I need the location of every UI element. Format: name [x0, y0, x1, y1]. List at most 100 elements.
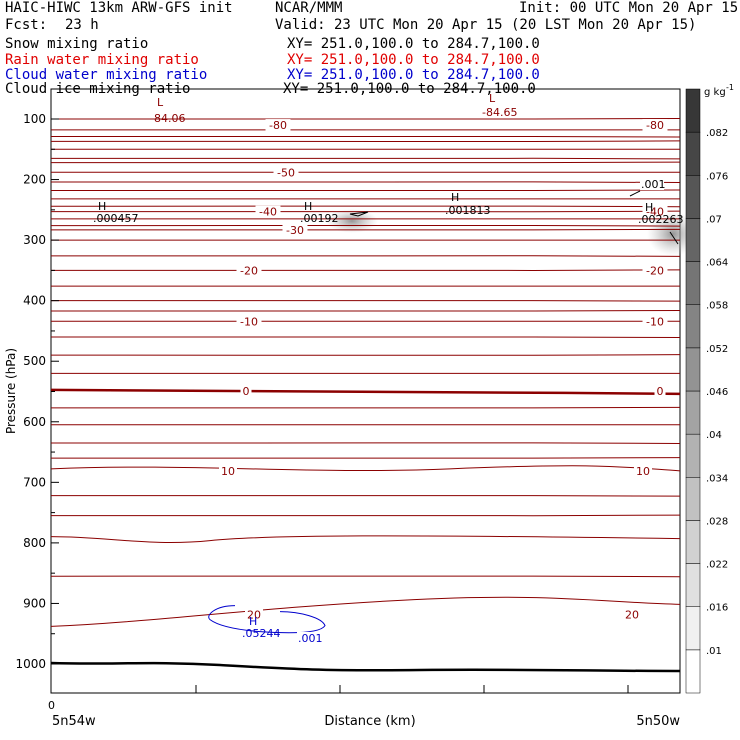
isotherm-label: 10 [636, 465, 650, 478]
isotherm-line [50, 300, 681, 302]
isotherm-line [50, 535, 681, 544]
colorbar-bin [685, 175, 701, 219]
isotherm-label-bg [240, 384, 252, 397]
x-start-location: 5n54w [52, 714, 96, 729]
isotherm-label: -40 [646, 206, 664, 219]
isotherm-line [50, 406, 681, 409]
contour-label-bg [640, 178, 664, 190]
extremum-value: .000457 [93, 212, 139, 225]
isotherm-label: -80 [646, 119, 664, 132]
colorbar: .01 .016 .022 .028 .034 .04 .046 .052 .058 .064 .0… [685, 83, 734, 694]
isotherm-label: -10 [646, 315, 664, 328]
field-snow-xy: XY= 251.0,100.0 to 284.7,100.0 [287, 36, 540, 52]
isotherm-label: -20 [240, 264, 258, 277]
isotherm-label: -10 [240, 315, 258, 328]
colorbar-tick-label: .034 [706, 473, 728, 484]
y-tick-label: 600 [23, 415, 46, 429]
ice-contour [629, 190, 679, 245]
colorbar-unit: g kg [704, 87, 726, 98]
field-rain-name: Rain water mixing ratio [5, 52, 199, 68]
colorbar-tick-label: .076 [706, 171, 728, 182]
field-cloudwater-name: Cloud water mixing ratio [5, 67, 208, 83]
colorbar-tick-label: .016 [706, 603, 728, 614]
isotherm-label-bg [654, 384, 666, 397]
isotherm-line [50, 336, 681, 338]
isotherm-label: -30 [286, 224, 304, 237]
extremum-marker: H [249, 615, 257, 628]
isotherm-label-bg [282, 223, 308, 236]
isotherm-line [50, 189, 681, 192]
colorbar-tick-label: .064 [706, 258, 728, 269]
isotherm-label-bg [634, 464, 652, 477]
colorbar-tick-label: .046 [706, 387, 728, 398]
isotherm-label-bg [642, 119, 668, 132]
y-tick-label: 400 [23, 294, 46, 308]
isotherm-label-bg [245, 608, 263, 621]
colorbar-bin [685, 347, 701, 392]
colorbar-bin [685, 606, 701, 651]
isotherm-label: -80 [269, 119, 287, 132]
y-tick-label: 500 [23, 354, 46, 368]
isotherm-label-bg [236, 315, 262, 328]
isotherm-label: 20 [247, 608, 261, 621]
isotherm-line [50, 309, 681, 312]
field-snow-name: Snow mixing ratio [5, 36, 149, 52]
y-tick-label: 200 [23, 173, 46, 187]
colorbar-bin [685, 563, 701, 607]
isotherm-line [50, 135, 681, 138]
isotherm-label-bg [255, 205, 281, 218]
x-end-location: 5n50w [636, 714, 680, 729]
valid-time: Valid: 23 UTC Mon 20 Apr 15 (20 LST Mon … [275, 17, 697, 33]
isotherm-line [50, 354, 681, 356]
colorbar-tick-label: .052 [706, 344, 728, 355]
isotherm-label-bg [265, 119, 291, 132]
forecast-label: Fcst: [5, 17, 48, 33]
isotherm-label-bg [642, 315, 668, 328]
colorbar-bin [685, 477, 701, 521]
extremum-value: .002263 [638, 213, 684, 226]
extremum-value: .05244 [242, 627, 281, 640]
isotherm-line [50, 596, 681, 627]
x-tick-label: 0 [48, 699, 55, 712]
field-rain-xy: XY= 251.0,100.0 to 284.7,100.0 [287, 52, 540, 68]
isotherm-line [50, 157, 681, 160]
isotherm-line [50, 575, 681, 578]
y-tick-label: 700 [23, 475, 46, 489]
colorbar-bin [685, 520, 701, 564]
extremum-marker: H [304, 200, 312, 213]
colorbar-bin [685, 433, 701, 478]
isotherm-label-bg [642, 205, 668, 218]
colorbar-bin [685, 261, 701, 305]
isotherm-label: -40 [259, 206, 277, 219]
extremum-marker: H [98, 200, 106, 213]
extremum-marker: L [489, 92, 496, 105]
colorbar-bin [685, 390, 701, 435]
contour-label: .001 [298, 632, 323, 645]
y-axis-label: Pressure (hPa) [4, 348, 18, 434]
isotherm-line [50, 514, 681, 517]
cloud-ice-shade-mid [326, 209, 378, 233]
org-label: NCAR/MMM [275, 0, 343, 16]
isotherm-label: -20 [646, 264, 664, 277]
isotherm-label-bg [642, 264, 668, 277]
isotherm-label-bg [219, 464, 237, 477]
isotherm-line [50, 495, 681, 497]
isotherm-line [50, 161, 681, 164]
isotherm-line [50, 465, 681, 472]
isotherm-label: 10 [221, 465, 235, 478]
y-tick-label: 800 [23, 536, 46, 550]
colorbar-bin [685, 131, 701, 176]
isotherm-line [50, 457, 681, 459]
extremum-marker: H [451, 191, 459, 204]
extremum-value: -84.65 [482, 106, 517, 119]
isotherm-line [50, 205, 681, 208]
y-tick-label: 300 [23, 233, 46, 247]
model-title: HAIC-HIWC 13km ARW-GFS init [5, 0, 233, 16]
y-tick-label: 100 [23, 112, 46, 126]
isotherm-label-bg [623, 608, 641, 621]
init-time: Init: 00 UTC Mon 20 Apr 15 [519, 0, 739, 16]
isotherm-line [50, 269, 681, 271]
extremum-value: .00192 [300, 212, 339, 225]
colorbar-tick-label: .022 [706, 560, 728, 571]
